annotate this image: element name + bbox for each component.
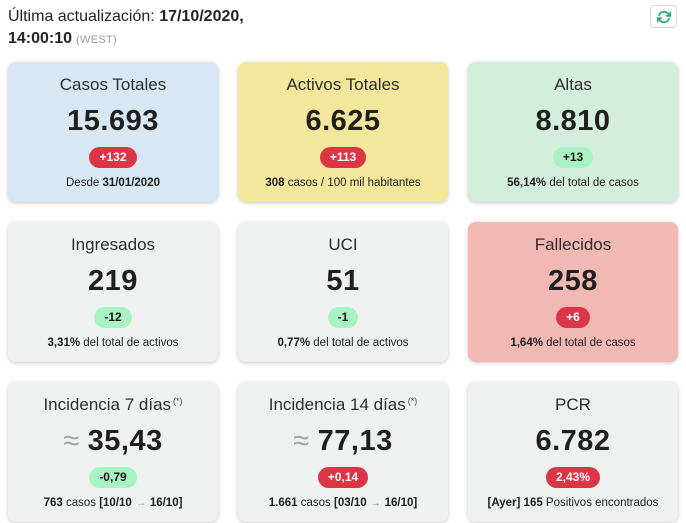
card-value: 6.782 (535, 424, 611, 457)
card-fallecidos: Fallecidos 258 +6 1,64% del total de cas… (468, 222, 678, 363)
change-badge: -1 (327, 307, 359, 328)
footnote-marker: (*) (407, 395, 418, 406)
timezone-label: (WEST) (76, 33, 117, 46)
change-badge: -12 (94, 307, 132, 328)
change-badge: +13 (552, 147, 594, 168)
header: Última actualización: 17/10/2020, 14:00:… (0, 0, 686, 49)
card-title: Ingresados (70, 235, 156, 255)
card-footer: [Ayer] 165 Positivos encontrados (487, 497, 659, 510)
card-footer: 0,77% del total de activos (277, 337, 409, 350)
card-title: Casos Totales (59, 75, 167, 95)
last-update-label: Última actualización: (8, 8, 155, 25)
change-badge: 2,43% (545, 467, 601, 488)
card-value: 51 (326, 264, 360, 297)
card-value: ≈35,43 (63, 424, 163, 457)
card-title: UCI (328, 235, 358, 255)
change-badge: +113 (319, 147, 367, 168)
card-footer: Desde 31/01/2020 (66, 177, 160, 190)
card-footer: 3,31% del total de activos (47, 337, 179, 350)
card-pcr: PCR 6.782 2,43% [Ayer] 165 Positivos enc… (468, 382, 678, 523)
card-ingresados: Ingresados 219 -12 3,31% del total de ac… (8, 222, 218, 363)
card-title: PCR (555, 395, 591, 415)
card-value: 6.625 (305, 104, 381, 137)
card-value: 258 (548, 264, 598, 297)
card-value: 219 (88, 264, 138, 297)
approx-symbol: ≈ (293, 424, 310, 457)
card-activos-totales: Activos Totales 6.625 +113 308 casos / 1… (238, 62, 448, 203)
card-footer: 1,64% del total de casos (510, 337, 636, 350)
card-footer: 1.661 casos [03/10 → 16/10] (268, 497, 418, 510)
card-casos-totales: Casos Totales 15.693 +132 Desde 31/01/20… (8, 62, 218, 203)
card-value: 8.810 (535, 104, 611, 137)
range-arrow: → (370, 498, 381, 510)
refresh-icon (656, 10, 671, 23)
change-badge: +0,14 (317, 467, 369, 488)
card-footer: 56,14% del total de casos (507, 177, 639, 190)
cards-grid: Casos Totales 15.693 +132 Desde 31/01/20… (0, 62, 686, 523)
card-incidencia-7-dias: Incidencia 7 días (*) ≈35,43 -0,79 763 ca… (8, 382, 218, 523)
last-update-time: 14:00:10 (8, 29, 73, 47)
approx-symbol: ≈ (63, 424, 80, 457)
change-badge: +6 (556, 307, 590, 328)
last-update-line1: Última actualización: 17/10/2020, (8, 6, 676, 28)
refresh-button[interactable] (650, 5, 677, 28)
card-altas: Altas 8.810 +13 56,14% del total de caso… (468, 62, 678, 203)
card-value: ≈77,13 (293, 424, 393, 457)
card-uci: UCI 51 -1 0,77% del total de activos (238, 222, 448, 363)
card-title: Fallecidos (534, 235, 612, 255)
last-update-line2: 14:00:10 (WEST) (8, 28, 676, 50)
card-title: Incidencia 14 días (*) (268, 395, 418, 415)
last-update-date: 17/10/2020, (159, 8, 244, 25)
card-title: Incidencia 7 días (*) (43, 395, 183, 415)
card-value: 15.693 (67, 104, 159, 137)
range-arrow: → (135, 498, 146, 510)
card-title: Altas (554, 75, 592, 95)
card-footer: 763 casos [10/10 → 16/10] (43, 497, 183, 510)
card-title: Activos Totales (286, 75, 400, 95)
change-badge: +132 (89, 147, 137, 168)
card-incidencia-14-dias: Incidencia 14 días (*) ≈77,13 +0,14 1.661… (238, 382, 448, 523)
footnote-marker: (*) (173, 395, 183, 406)
card-footer: 308 casos / 100 mil habitantes (265, 177, 421, 190)
change-badge: -0,79 (89, 467, 137, 488)
